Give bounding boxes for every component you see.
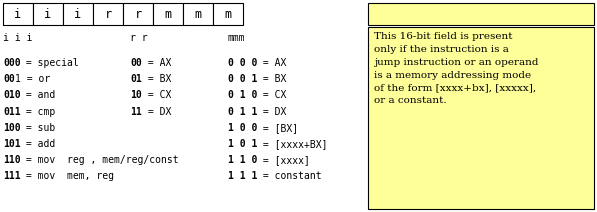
Bar <box>213 3 243 25</box>
Text: r r: r r <box>130 33 147 43</box>
Bar <box>93 3 123 25</box>
Text: 000: 000 <box>3 58 21 68</box>
Bar <box>183 3 213 25</box>
Text: = add: = add <box>20 139 56 149</box>
Bar <box>368 3 594 25</box>
Text: 11: 11 <box>130 107 141 117</box>
Text: = mov  mem, reg: = mov mem, reg <box>20 171 115 181</box>
Text: = AX: = AX <box>141 58 171 68</box>
Text: = cmp: = cmp <box>20 107 56 117</box>
Text: 1 1 0: 1 1 0 <box>228 155 257 165</box>
Text: = sub: = sub <box>20 123 56 133</box>
Text: m: m <box>224 7 232 21</box>
Text: 0 1 1: 0 1 1 <box>228 107 257 117</box>
Text: = DX: = DX <box>257 107 287 117</box>
Text: 01: 01 <box>130 74 141 84</box>
Text: 10: 10 <box>130 90 141 100</box>
Text: = [BX]: = [BX] <box>257 123 298 133</box>
Text: = mov  reg , mem/reg/const: = mov reg , mem/reg/const <box>20 155 179 165</box>
Text: 0 0 0: 0 0 0 <box>228 58 257 68</box>
Bar <box>63 3 93 25</box>
Text: 110: 110 <box>3 155 21 165</box>
Bar <box>153 3 183 25</box>
Text: 101: 101 <box>3 139 21 149</box>
Text: m: m <box>195 7 202 21</box>
Text: 011: 011 <box>3 107 21 117</box>
Text: r: r <box>134 7 141 21</box>
Text: mmm: mmm <box>228 33 245 43</box>
Text: m: m <box>164 7 171 21</box>
Text: This 16-bit field is present
only if the instruction is a
jump instruction or an: This 16-bit field is present only if the… <box>374 32 538 105</box>
Text: 0 0 1: 0 0 1 <box>228 74 257 84</box>
Text: 1 1 1: 1 1 1 <box>228 171 257 181</box>
Text: r: r <box>104 7 112 21</box>
Text: = BX: = BX <box>257 74 287 84</box>
Text: = and: = and <box>20 90 56 100</box>
Text: = BX: = BX <box>141 74 171 84</box>
Text: i i i: i i i <box>3 33 32 43</box>
Text: 0 1 0: 0 1 0 <box>228 90 257 100</box>
Text: i: i <box>14 7 21 21</box>
Text: 1 0 1: 1 0 1 <box>228 139 257 149</box>
Bar <box>3 3 33 25</box>
Text: 1 = or: 1 = or <box>15 74 50 84</box>
Text: 00: 00 <box>3 74 15 84</box>
Text: = CX: = CX <box>141 90 171 100</box>
Bar <box>33 3 63 25</box>
Text: 010: 010 <box>3 90 21 100</box>
Text: 100: 100 <box>3 123 21 133</box>
Text: = special: = special <box>20 58 79 68</box>
Text: = [xxxx]: = [xxxx] <box>257 155 310 165</box>
Text: i: i <box>75 7 82 21</box>
Bar <box>368 27 594 209</box>
Text: i: i <box>44 7 51 21</box>
Text: 00: 00 <box>130 58 141 68</box>
Text: = CX: = CX <box>257 90 287 100</box>
Text: 111: 111 <box>3 171 21 181</box>
Text: = AX: = AX <box>257 58 287 68</box>
Text: = DX: = DX <box>141 107 171 117</box>
Text: 1 0 0: 1 0 0 <box>228 123 257 133</box>
Text: = constant: = constant <box>257 171 322 181</box>
Bar <box>123 3 153 25</box>
Text: = [xxxx+BX]: = [xxxx+BX] <box>257 139 328 149</box>
